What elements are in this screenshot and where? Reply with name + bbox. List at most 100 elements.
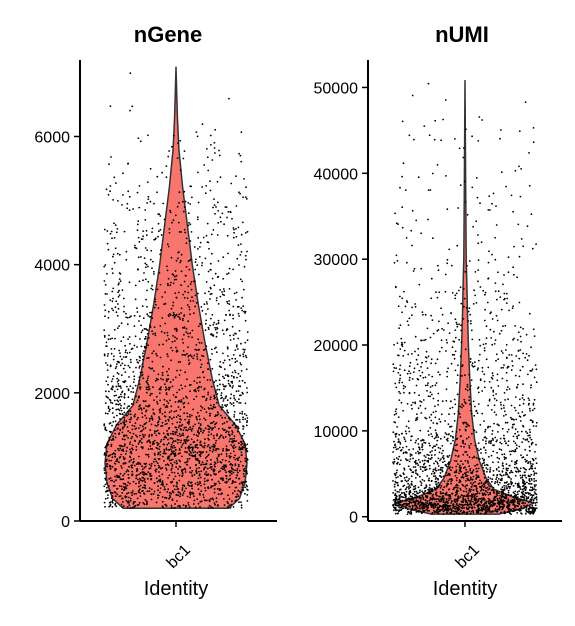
ngene-data-point <box>152 408 155 411</box>
ngene-data-point <box>227 494 229 497</box>
ngene-data-point <box>166 370 168 373</box>
ngene-data-point <box>109 232 112 235</box>
numi-data-point <box>506 388 508 391</box>
ngene-data-point <box>234 357 237 360</box>
numi-data-point <box>524 482 526 485</box>
ngene-data-point <box>116 327 119 330</box>
numi-data-point <box>496 508 499 511</box>
ngene-data-point <box>203 477 206 480</box>
numi-data-point <box>442 458 445 460</box>
numi-data-point <box>428 501 431 504</box>
ngene-data-point <box>137 220 140 223</box>
numi-data-point <box>503 484 505 487</box>
ngene-data-point <box>179 466 182 468</box>
numi-data-point <box>408 460 411 463</box>
numi-data-point <box>407 482 409 485</box>
numi-data-point <box>507 508 509 510</box>
ngene-data-point <box>182 319 184 322</box>
numi-data-point <box>409 486 412 489</box>
numi-data-point <box>455 485 457 487</box>
numi-data-point <box>530 467 533 470</box>
ngene-data-point <box>132 461 135 464</box>
ngene-data-point <box>191 336 194 339</box>
ngene-data-point <box>194 294 197 297</box>
ngene-data-point <box>238 380 241 382</box>
ngene-data-point <box>129 482 131 485</box>
ngene-data-point <box>121 426 124 429</box>
numi-data-point <box>456 477 458 479</box>
ngene-data-point <box>215 206 217 208</box>
ngene-data-point <box>131 444 134 447</box>
ngene-data-point <box>170 359 173 362</box>
ngene-data-point <box>221 492 224 495</box>
ngene-data-point <box>240 370 243 372</box>
ngene-data-point <box>207 454 210 457</box>
numi-data-point <box>396 259 399 262</box>
ngene-data-point <box>222 477 224 480</box>
numi-data-point <box>453 413 456 415</box>
ngene-data-point <box>145 386 148 389</box>
numi-data-point <box>434 405 436 408</box>
numi-data-point <box>510 513 512 515</box>
ngene-data-point <box>173 471 176 474</box>
ngene-data-point <box>142 435 145 438</box>
ngene-data-point <box>135 463 138 465</box>
ngene-data-point <box>107 407 110 410</box>
numi-data-point <box>455 511 458 514</box>
numi-data-point <box>404 305 407 308</box>
numi-data-point <box>393 485 396 488</box>
numi-data-point <box>500 329 503 332</box>
numi-data-point <box>396 469 398 472</box>
numi-data-point <box>408 500 410 503</box>
ngene-data-point <box>183 439 186 441</box>
numi-data-point <box>487 488 490 491</box>
ngene-data-point <box>182 157 185 160</box>
numi-data-point <box>414 484 417 487</box>
ngene-data-point <box>127 500 130 503</box>
ngene-data-point <box>137 137 140 140</box>
ngene-data-point <box>181 423 184 426</box>
numi-data-point <box>468 479 471 482</box>
numi-data-point <box>451 430 454 433</box>
ngene-data-point <box>119 280 122 283</box>
numi-data-point <box>415 469 417 471</box>
ngene-data-point <box>139 463 142 466</box>
ngene-data-point <box>131 347 134 350</box>
ngene-data-point <box>127 496 130 499</box>
ngene-data-point <box>180 312 183 314</box>
numi-data-point <box>513 423 515 426</box>
ngene-data-point <box>182 429 185 432</box>
numi-data-point <box>424 459 426 462</box>
ngene-data-point <box>221 291 224 293</box>
numi-data-point <box>419 429 422 432</box>
numi-data-point <box>467 460 469 462</box>
ngene-data-point <box>221 293 224 296</box>
numi-data-point <box>464 270 467 273</box>
numi-data-point <box>519 326 522 329</box>
ngene-data-point <box>132 391 135 393</box>
numi-data-point <box>427 461 430 463</box>
ngene-data-point <box>117 200 119 202</box>
numi-data-point <box>404 496 407 499</box>
ngene-data-point <box>211 277 214 280</box>
numi-data-point <box>478 338 481 341</box>
numi-data-point <box>411 306 413 309</box>
ngene-data-point <box>188 413 191 416</box>
ngene-data-point <box>124 443 126 446</box>
ngene-data-point <box>243 413 246 415</box>
numi-data-point <box>467 320 470 322</box>
numi-data-point <box>415 358 418 361</box>
ngene-data-point <box>171 463 174 466</box>
numi-data-point <box>518 445 521 448</box>
numi-data-point <box>430 492 432 495</box>
ngene-data-point <box>114 495 117 498</box>
ngene-data-point <box>154 332 157 335</box>
ngene-data-point <box>225 405 228 408</box>
ngene-data-point <box>219 470 222 472</box>
ngene-data-point <box>178 491 181 494</box>
ngene-data-point <box>241 488 244 491</box>
ngene-data-point <box>199 381 201 384</box>
numi-data-point <box>514 169 517 172</box>
numi-data-point <box>477 269 480 271</box>
ngene-data-point <box>210 292 213 295</box>
